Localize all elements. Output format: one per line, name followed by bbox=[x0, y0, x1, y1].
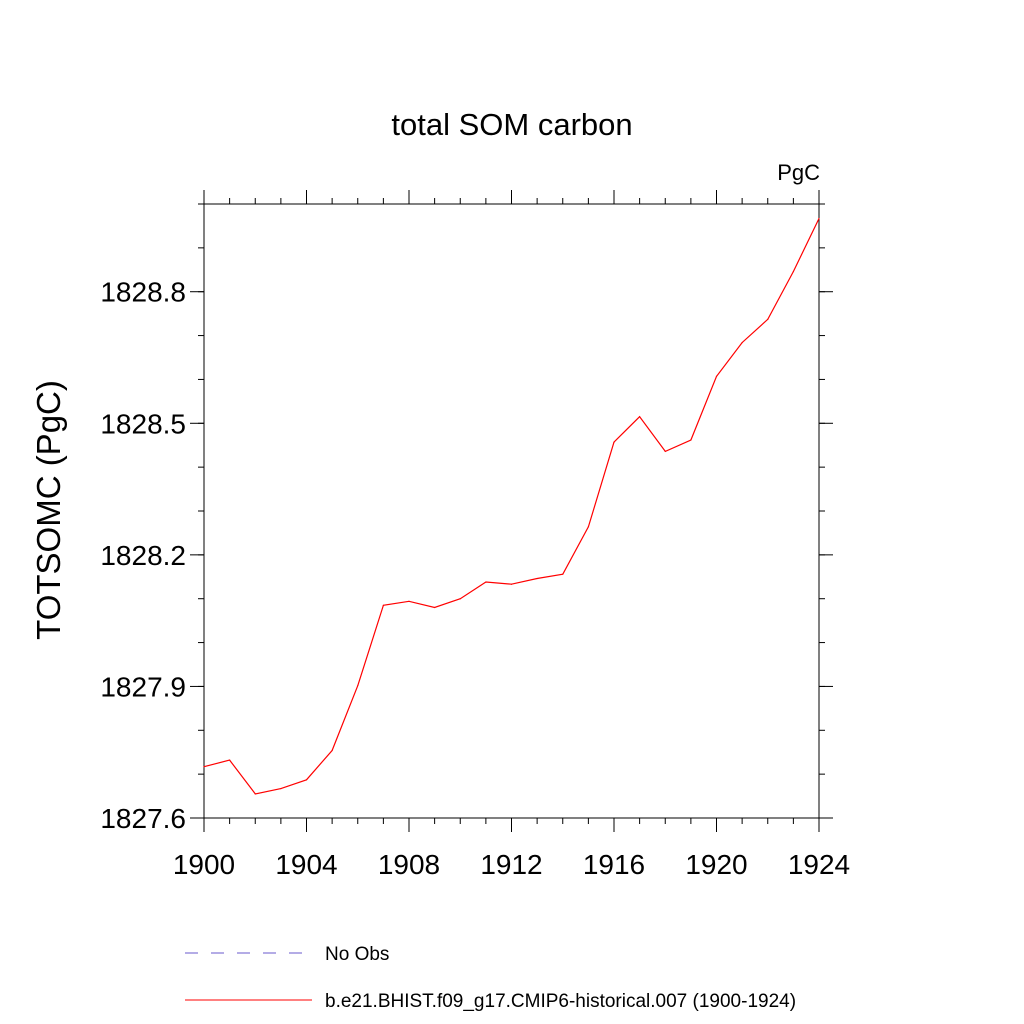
data-point bbox=[459, 598, 461, 600]
x-tick-label: 1916 bbox=[583, 849, 645, 880]
legend-label-no-obs: No Obs bbox=[325, 944, 389, 965]
x-tick-label: 1904 bbox=[275, 849, 337, 880]
chart-title: total SOM carbon bbox=[391, 107, 632, 142]
data-point bbox=[741, 341, 743, 344]
data-point bbox=[254, 793, 256, 795]
data-point bbox=[408, 600, 410, 602]
data-point bbox=[203, 766, 205, 768]
x-tick-label: 1924 bbox=[788, 849, 850, 880]
data-point bbox=[357, 684, 359, 687]
axis-tick-labels: 1900 1904 1908 1912 1916 1920 1924 1827.6 1827.9… bbox=[100, 277, 850, 880]
data-point bbox=[664, 450, 666, 452]
x-tick-label: 1912 bbox=[480, 849, 542, 880]
plot-frame bbox=[203, 203, 820, 819]
data-point bbox=[715, 375, 718, 377]
y-tick-label: 1828.5 bbox=[100, 408, 186, 439]
y-tick-label: 1828.2 bbox=[100, 540, 186, 571]
data-point bbox=[434, 606, 436, 609]
y-axis-label: TOTSOMC (PgC) bbox=[30, 380, 67, 640]
data-point bbox=[305, 779, 308, 781]
axis-ticks bbox=[190, 190, 833, 832]
data-point bbox=[792, 270, 794, 273]
data-point bbox=[818, 217, 820, 220]
data-point bbox=[536, 577, 538, 580]
data-point bbox=[690, 439, 692, 441]
data-point bbox=[587, 526, 589, 528]
data-point bbox=[331, 749, 333, 752]
x-tick-label: 1900 bbox=[173, 849, 235, 880]
data-point bbox=[562, 573, 564, 575]
legend-label-historical: b.e21.BHIST.f09_g17.CMIP6-historical.007… bbox=[325, 991, 796, 1012]
series-line bbox=[203, 218, 820, 795]
data-point bbox=[767, 318, 769, 320]
y-tick-label: 1828.8 bbox=[100, 277, 186, 308]
y-tick-label: 1827.6 bbox=[100, 803, 186, 834]
data-point bbox=[485, 581, 487, 583]
data-point bbox=[613, 441, 615, 443]
data-point bbox=[382, 604, 384, 606]
y-tick-label: 1827.9 bbox=[100, 671, 186, 702]
series-layer bbox=[203, 217, 820, 795]
data-point bbox=[280, 788, 282, 790]
data-point bbox=[639, 416, 641, 418]
data-point bbox=[229, 759, 231, 761]
data-point bbox=[510, 583, 513, 585]
x-tick-label: 1920 bbox=[685, 849, 747, 880]
x-tick-label: 1908 bbox=[378, 849, 440, 880]
units-label: PgC bbox=[777, 160, 820, 185]
